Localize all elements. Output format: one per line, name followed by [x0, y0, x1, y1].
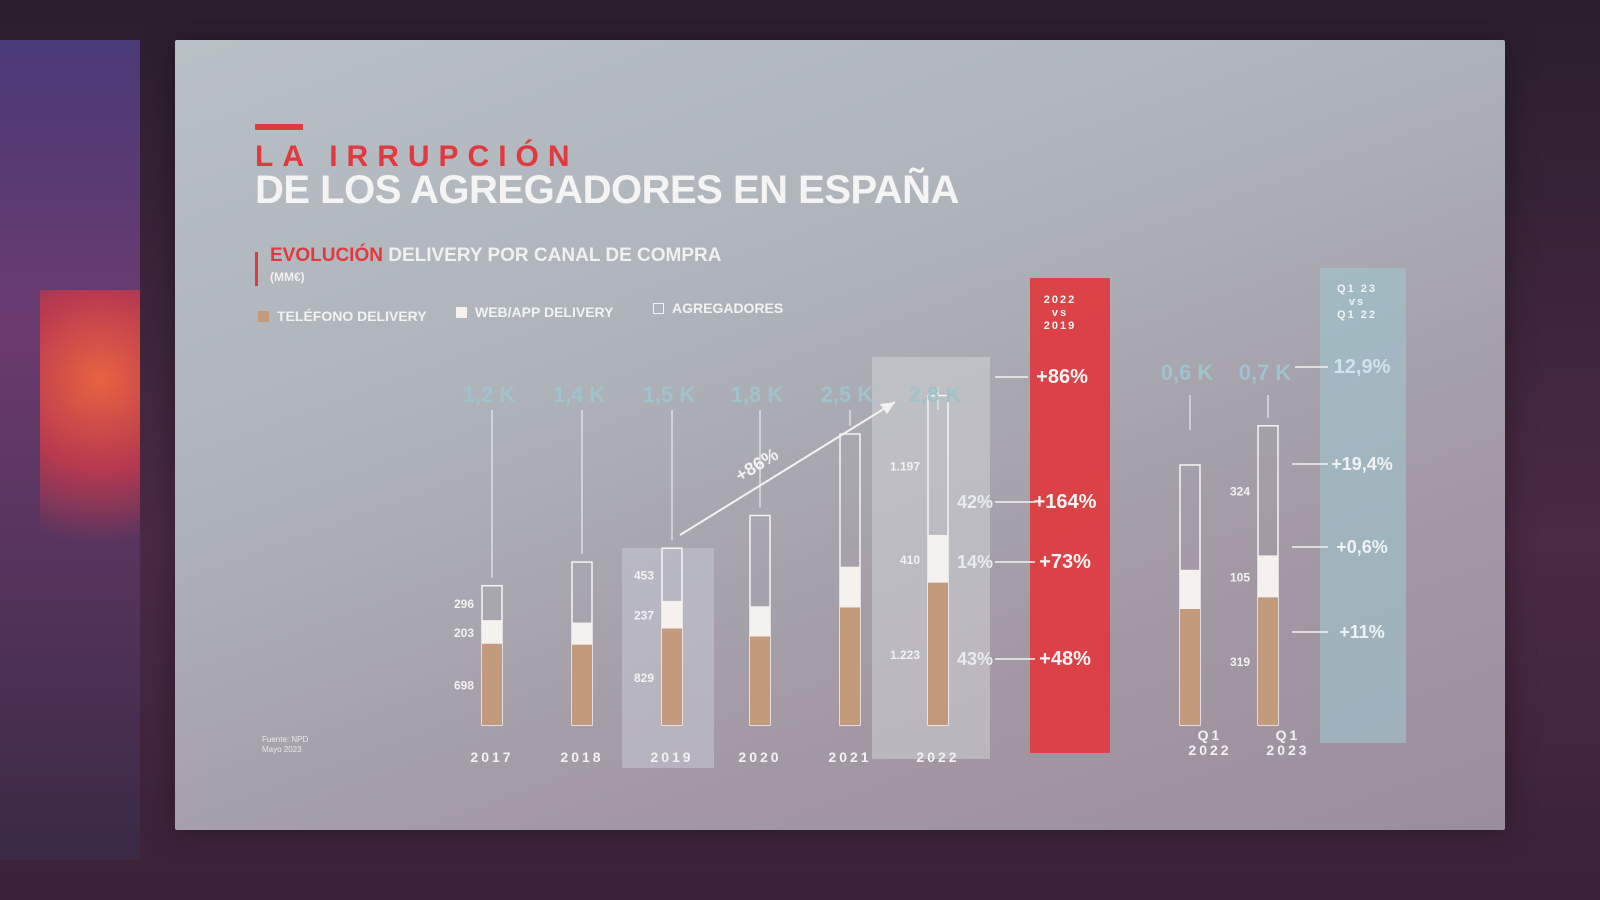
- trend-arrow-line: [679, 401, 896, 536]
- category-label-q1-2022-0: Q1: [1198, 727, 1223, 743]
- compare-header-2-2: Q1 22: [1337, 309, 1377, 321]
- value-label-telefono-2019: 829: [634, 671, 654, 685]
- value-label-agregadores-2019: 453: [634, 569, 654, 583]
- title-line-2: DE LOS AGREGADORES EN ESPAÑA: [255, 168, 959, 212]
- total-label-q1-2023: 0,7 K: [1239, 360, 1292, 385]
- share-2022-agregadores: 42%: [957, 492, 993, 512]
- subtitle-accent-bar: [255, 252, 258, 286]
- unit-label: (MM€): [270, 270, 305, 284]
- source-note: Fuente: NPD Mayo 2023: [262, 735, 308, 755]
- value-label-web-2022: 410: [900, 553, 920, 567]
- compare-header-1-0: 2022: [1044, 294, 1076, 306]
- category-label-2019-0: 2019: [650, 749, 693, 765]
- bar-web-q1-2023: [1258, 555, 1278, 598]
- legend-swatch-web: [456, 306, 467, 318]
- value-label-telefono-2022: 1.223: [890, 648, 920, 662]
- compare-panel-2022-vs-2019: [1030, 278, 1110, 753]
- bar-web-2018: [572, 622, 592, 645]
- value-label-agregadores-2017: 296: [454, 597, 474, 611]
- total-label-q1-2022: 0,6 K: [1161, 360, 1214, 385]
- bar-telefono-2017: [482, 643, 502, 725]
- legend-web: WEB/APP DELIVERY: [456, 304, 613, 320]
- compare-header-1-1: vs: [1052, 307, 1068, 319]
- source-line-2: Mayo 2023: [262, 745, 302, 754]
- bar-web-2020: [750, 606, 770, 637]
- total-label-2020: 1,8 K: [731, 382, 784, 407]
- compare-header-2-1: vs: [1349, 296, 1365, 308]
- total-label-2018: 1,4 K: [553, 382, 606, 407]
- bar-telefono-2022: [928, 582, 948, 725]
- compare-header-2-0: Q1 23: [1337, 283, 1377, 295]
- value-label-telefono-q1-2023: 319: [1230, 655, 1250, 669]
- value-label-agregadores-q1-2023: 324: [1230, 485, 1250, 499]
- share-2022-web: 14%: [957, 552, 993, 572]
- subtitle-highlight: EVOLUCIÓN: [270, 245, 383, 266]
- bar-web-2021: [840, 566, 860, 608]
- bar-web-2022: [928, 534, 948, 583]
- title-accent-bar: [255, 124, 303, 130]
- compare-header-1-2: 2019: [1044, 320, 1076, 332]
- total-label-2022: 2,8 K: [909, 382, 962, 407]
- category-label-2020-0: 2020: [738, 749, 781, 765]
- value-label-telefono-2017: 698: [454, 678, 474, 692]
- trend-arrow-head: [880, 402, 895, 414]
- legend-swatch-agregadores: [653, 302, 664, 314]
- bar-web-2019: [662, 600, 682, 629]
- value-label-agregadores-2022: 1.197: [890, 459, 920, 473]
- total-label-2017: 1,2 K: [463, 382, 516, 407]
- legend-swatch-telefono: [258, 310, 269, 322]
- share-2022-telefono: 43%: [957, 649, 993, 669]
- category-label-2022-0: 2022: [916, 749, 959, 765]
- compare-q1-web: +0,6%: [1336, 537, 1388, 557]
- bar-telefono-q1-2022: [1180, 609, 1200, 725]
- bar-telefono-2021: [840, 607, 860, 725]
- compare-2022-web: +73%: [1039, 551, 1091, 573]
- total-label-2019: 1,5 K: [643, 382, 696, 407]
- value-label-web-q1-2023: 105: [1230, 570, 1250, 584]
- category-label-2021-0: 2021: [828, 749, 871, 765]
- legend-agregadores: AGREGADORES: [653, 300, 783, 316]
- chart-subtitle: EVOLUCIÓN DELIVERY POR CANAL DE COMPRA: [270, 245, 721, 267]
- value-label-web-2019: 237: [634, 609, 654, 623]
- compare-panel-q1: [1320, 268, 1406, 743]
- legend-label-telefono: TELÉFONO DELIVERY: [277, 308, 427, 324]
- subtitle-rest: DELIVERY POR CANAL DE COMPRA: [382, 245, 722, 266]
- category-label-q1-2023-0: Q1: [1276, 727, 1301, 743]
- value-label-web-2017: 203: [454, 626, 474, 640]
- legend-label-agregadores: AGREGADORES: [672, 300, 784, 316]
- bar-telefono-q1-2023: [1258, 597, 1278, 725]
- stage-lights: [40, 290, 140, 590]
- bar-web-2017: [482, 620, 502, 644]
- total-label-2021: 2,5 K: [821, 382, 874, 407]
- trend-annotation: +86%: [732, 444, 782, 486]
- category-label-2017-0: 2017: [470, 749, 513, 765]
- category-label-2018-0: 2018: [560, 749, 603, 765]
- bar-telefono-2018: [572, 644, 592, 725]
- legend-telefono: TELÉFONO DELIVERY: [258, 308, 427, 324]
- compare-2022-total: +86%: [1036, 366, 1088, 388]
- compare-2022-agregadores: +164%: [1034, 491, 1097, 513]
- source-line-1: Fuente: NPD: [262, 735, 309, 744]
- compare-q1-agregadores: +19,4%: [1331, 454, 1393, 474]
- title-line-1: LA IRRUPCIÓN: [255, 140, 579, 173]
- bar-telefono-2019: [662, 628, 682, 725]
- compare-q1-telefono: +11%: [1339, 622, 1385, 642]
- legend-label-web: WEB/APP DELIVERY: [475, 304, 614, 320]
- bar-web-q1-2022: [1180, 569, 1200, 609]
- bar-telefono-2020: [750, 636, 770, 725]
- category-label-q1-2023-1: 2023: [1266, 742, 1309, 758]
- compare-q1-total: 12,9%: [1334, 356, 1391, 378]
- category-label-q1-2022-1: 2022: [1188, 742, 1231, 758]
- compare-2022-telefono: +48%: [1039, 648, 1091, 670]
